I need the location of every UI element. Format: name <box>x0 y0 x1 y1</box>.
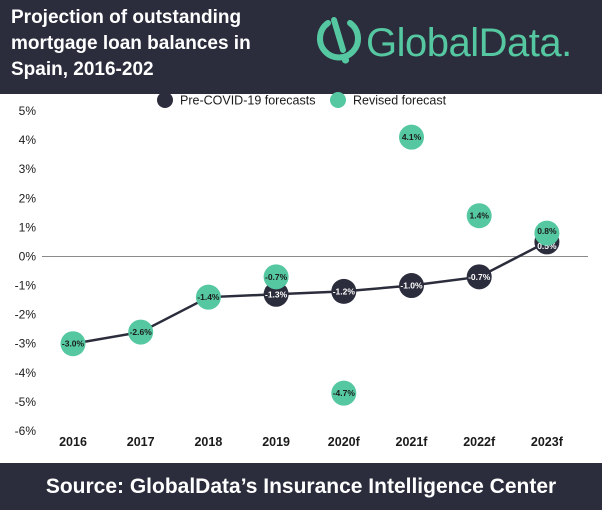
y-tick-label: 3% <box>19 162 37 176</box>
x-tick-label: 2019 <box>262 435 290 449</box>
y-tick-label: 4% <box>19 133 37 147</box>
y-tick-label: -5% <box>15 395 37 409</box>
data-label: -1.0% <box>400 281 423 291</box>
data-point <box>128 319 154 345</box>
title-banner: Projection of outstanding mortgage loan … <box>0 0 602 94</box>
y-tick-label: 2% <box>19 191 37 205</box>
y-tick-label: -1% <box>15 279 37 293</box>
data-point <box>331 278 357 304</box>
x-tick-label: 2023f <box>531 435 564 449</box>
data-point <box>331 380 357 406</box>
data-label: -0.7% <box>468 272 491 282</box>
data-point <box>60 331 86 357</box>
x-tick-label: 2020f <box>328 435 361 449</box>
x-tick-label: 2016 <box>59 435 87 449</box>
globaldata-logo-icon <box>317 17 361 64</box>
y-tick-label: 1% <box>19 220 37 234</box>
data-point <box>263 281 289 307</box>
data-point <box>399 273 424 299</box>
data-point <box>195 284 221 310</box>
data-point <box>534 220 560 246</box>
legend-label: Pre-COVID-19 forecasts <box>180 94 315 108</box>
data-point <box>466 203 492 229</box>
data-label: -3.0% <box>62 339 85 349</box>
data-label: 4.1% <box>402 132 422 142</box>
y-tick-label: 0% <box>19 249 37 263</box>
y-tick-label: -2% <box>15 308 37 322</box>
legend-marker <box>330 92 346 108</box>
data-label: 0.8% <box>537 226 557 236</box>
x-tick-label: 2017 <box>127 435 155 449</box>
y-tick-label: -3% <box>15 337 37 351</box>
y-tick-label: -4% <box>15 366 37 380</box>
data-label: -1.3% <box>265 289 288 299</box>
data-label: 1.4% <box>470 211 490 221</box>
data-label: -1.4% <box>197 292 220 302</box>
data-label: 0.5% <box>537 241 557 251</box>
x-tick-label: 2022f <box>463 435 496 449</box>
data-label: -0.7% <box>265 272 288 282</box>
globaldata-logo: GlobalData. <box>314 13 594 75</box>
x-tick-label: 2018 <box>194 435 222 449</box>
source-text: Source: GlobalData’s Insurance Intellige… <box>45 475 557 498</box>
y-tick-label: 5% <box>19 104 37 118</box>
chart-title: Projection of outstanding mortgage loan … <box>11 7 251 80</box>
y-tick-label: -6% <box>15 424 37 438</box>
legend-label: Revised forecast <box>353 94 447 108</box>
data-label: -4.7% <box>333 388 356 398</box>
chart-svg: 5% 4% 3% 2% 1% 0% -1% -2% -3% -4% -5% -6% 2016 2017 20… <box>15 92 588 449</box>
data-label: -2.6% <box>130 327 153 337</box>
x-tick-label: 2021f <box>396 435 429 449</box>
legend-marker <box>157 92 173 108</box>
data-point <box>466 264 492 290</box>
logo-text: GlobalData. <box>366 21 572 65</box>
data-point <box>263 264 289 290</box>
source-banner: Source: GlobalData’s Insurance Intellige… <box>0 463 602 510</box>
data-label: -1.2% <box>333 286 356 296</box>
data-point <box>399 124 424 150</box>
